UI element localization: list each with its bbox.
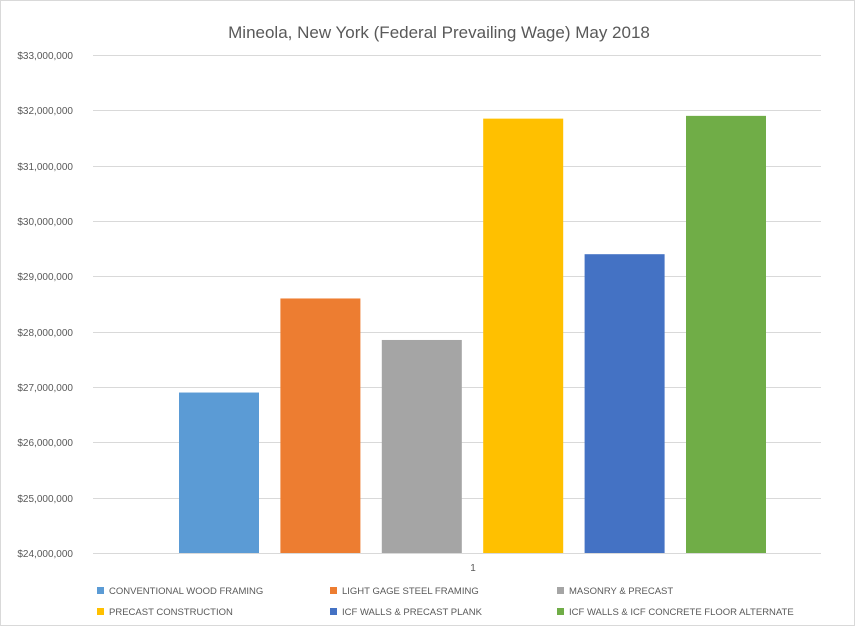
y-axis-tick-labels: $24,000,000 $25,000,000 $26,000,000 $27,000…	[17, 51, 73, 560]
legend-label: ICF WALLS & ICF CONCRETE FLOOR ALTERNATE	[569, 607, 794, 618]
legend-swatch	[557, 608, 564, 615]
y-tick-label: $29,000,000	[17, 272, 73, 283]
x-tick-label: 1	[470, 563, 476, 574]
legend-label: PRECAST CONSTRUCTION	[109, 607, 233, 618]
y-tick-label: $33,000,000	[17, 51, 73, 62]
bar-4	[483, 118, 564, 553]
legend-label: LIGHT GAGE STEEL FRAMING	[342, 586, 479, 597]
y-tick-label: $32,000,000	[17, 106, 73, 117]
y-tick-label: $26,000,000	[17, 438, 73, 449]
bars	[179, 115, 766, 553]
y-tick-label: $31,000,000	[17, 162, 73, 173]
legend-swatch	[97, 587, 104, 594]
bar-5	[584, 254, 665, 553]
legend-swatch	[557, 587, 564, 594]
legend: CONVENTIONAL WOOD FRAMING LIGHT GAGE STEE…	[97, 586, 794, 618]
legend-label: MASONRY & PRECAST	[569, 586, 673, 597]
x-axis-tick-labels: 1	[470, 563, 476, 574]
bar-3	[381, 339, 462, 553]
y-tick-label: $24,000,000	[17, 549, 73, 560]
legend-label: ICF WALLS & PRECAST PLANK	[342, 607, 483, 618]
y-tick-label: $25,000,000	[17, 494, 73, 505]
y-tick-label: $30,000,000	[17, 217, 73, 228]
legend-swatch	[97, 608, 104, 615]
bar-1	[179, 392, 259, 553]
bar-6	[686, 115, 766, 553]
chart-title: Mineola, New York (Federal Prevailing Wa…	[228, 23, 650, 42]
y-tick-label: $27,000,000	[17, 383, 73, 394]
bar-2	[280, 298, 361, 553]
legend-swatch	[330, 587, 337, 594]
legend-swatch	[330, 608, 337, 615]
y-tick-label: $28,000,000	[17, 328, 73, 339]
legend-label: CONVENTIONAL WOOD FRAMING	[109, 586, 263, 597]
